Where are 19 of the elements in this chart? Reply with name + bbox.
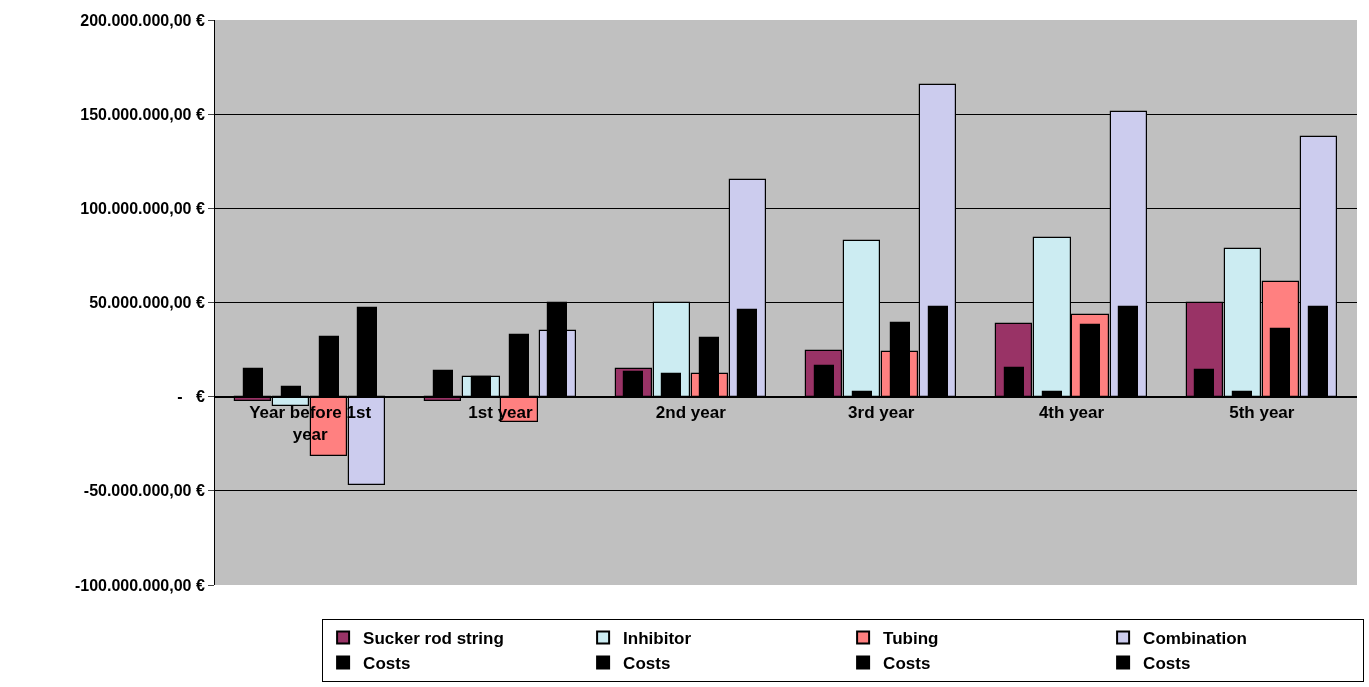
y-tick-label: -50.000.000,00 €	[83, 482, 205, 500]
x-tick-label: 3rd year	[848, 403, 915, 423]
y-tick-label: 100.000.000,00 €	[80, 199, 205, 217]
legend-label: Sucker rod string	[363, 629, 504, 649]
y-tick-label: 50.000.000,00 €	[89, 294, 205, 312]
y-tick-label: -100.000.000,00 €	[74, 576, 205, 594]
legend-label: Inhibitor	[623, 629, 692, 649]
y-tick-label: 150.000.000,00 €	[80, 105, 205, 123]
y-tick-label: 200.000.000,00 €	[80, 11, 205, 29]
legend-label: Combination	[1143, 629, 1247, 649]
legend-label: Costs	[363, 654, 411, 674]
legend-label: Costs	[883, 654, 931, 674]
x-tick-label: 5th year	[1229, 403, 1295, 423]
y-tick-label: - €	[177, 388, 205, 406]
x-tick-label: 2nd year	[655, 403, 727, 423]
x-tick-label: 4th year	[1038, 403, 1105, 423]
legend-label: Costs	[1143, 654, 1191, 674]
legend-label: Costs	[623, 654, 671, 674]
legend-label: Tubing	[883, 629, 939, 649]
